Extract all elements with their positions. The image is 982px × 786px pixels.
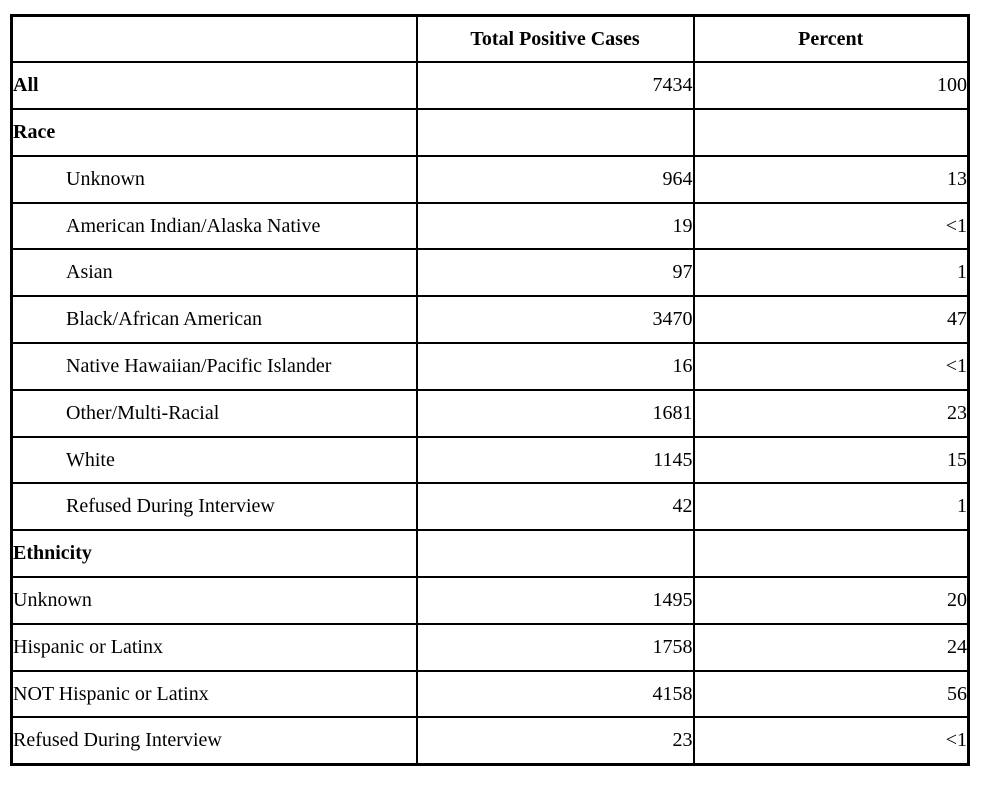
table-row: Unknown 964 13 — [10, 154, 970, 204]
table-row-all: All 7434 100 — [10, 61, 970, 111]
row-label-cell: NOT Hispanic or Latinx — [10, 669, 418, 719]
row-label-cell: Black/African American — [10, 295, 418, 345]
table-row: Hispanic or Latinx 1758 24 — [10, 622, 970, 672]
row-label-cell: Unknown — [10, 154, 418, 204]
cases-cell: 42 — [415, 482, 695, 532]
percent-cell: 23 — [692, 388, 970, 438]
section-label-cell: Race — [10, 108, 418, 157]
row-label-cell: Other/Multi-Racial — [10, 388, 418, 438]
cases-cell: 1145 — [415, 435, 695, 485]
table-row-ethnicity-section: Ethnicity — [10, 529, 970, 579]
percent-cell: 100 — [692, 61, 970, 111]
percent-cell: 1 — [692, 482, 970, 532]
row-label-cell: White — [10, 435, 418, 485]
percent-cell: 20 — [692, 576, 970, 625]
cases-cell: 1758 — [415, 622, 695, 672]
table-row: NOT Hispanic or Latinx 4158 56 — [10, 669, 970, 719]
percent-cell — [692, 108, 970, 157]
cases-cell: 19 — [415, 201, 695, 251]
row-label-cell: Asian — [10, 248, 418, 298]
cases-cell: 964 — [415, 154, 695, 204]
table-row: American Indian/Alaska Native 19 <1 — [10, 201, 970, 251]
cases-cell: 1681 — [415, 388, 695, 438]
row-label-cell: Native Hawaiian/Pacific Islander — [10, 342, 418, 391]
cases-cell: 23 — [415, 716, 695, 766]
percent-cell — [692, 529, 970, 579]
table-row: Refused During Interview 42 1 — [10, 482, 970, 532]
table-row: Asian 97 1 — [10, 248, 970, 298]
cases-cell: 7434 — [415, 61, 695, 111]
section-label-cell: Ethnicity — [10, 529, 418, 579]
percent-cell: <1 — [692, 716, 970, 766]
cases-cell: 4158 — [415, 669, 695, 719]
col-header-total-positive-cases: Total Positive Cases — [415, 14, 695, 64]
table-row: Refused During Interview 23 <1 — [10, 716, 970, 766]
percent-cell: 47 — [692, 295, 970, 345]
table-header-row: Total Positive Cases Percent — [10, 14, 970, 64]
row-label-cell: Unknown — [10, 576, 418, 625]
row-label-cell: Hispanic or Latinx — [10, 622, 418, 672]
percent-cell: 1 — [692, 248, 970, 298]
row-label-cell: American Indian/Alaska Native — [10, 201, 418, 251]
col-header-percent: Percent — [692, 14, 970, 64]
percent-cell: 24 — [692, 622, 970, 672]
percent-cell: 56 — [692, 669, 970, 719]
table-row: White 1145 15 — [10, 435, 970, 485]
percent-cell: 13 — [692, 154, 970, 204]
row-label-cell: Refused During Interview — [10, 716, 418, 766]
table-row-race-section: Race — [10, 108, 970, 157]
percent-cell: 15 — [692, 435, 970, 485]
cases-cell: 97 — [415, 248, 695, 298]
table-row: Other/Multi-Racial 1681 23 — [10, 388, 970, 438]
cases-cell: 1495 — [415, 576, 695, 625]
table-row: Unknown 1495 20 — [10, 576, 970, 625]
cases-cell — [415, 108, 695, 157]
percent-cell: <1 — [692, 342, 970, 391]
row-label-cell: All — [10, 61, 418, 111]
cases-cell: 16 — [415, 342, 695, 391]
percent-cell: <1 — [692, 201, 970, 251]
positive-cases-table: Total Positive Cases Percent All 7434 10… — [10, 14, 970, 766]
cases-cell — [415, 529, 695, 579]
col-header-category — [10, 14, 418, 64]
cases-cell: 3470 — [415, 295, 695, 345]
table-row: Native Hawaiian/Pacific Islander 16 <1 — [10, 342, 970, 391]
table-row: Black/African American 3470 47 — [10, 295, 970, 345]
row-label-cell: Refused During Interview — [10, 482, 418, 532]
